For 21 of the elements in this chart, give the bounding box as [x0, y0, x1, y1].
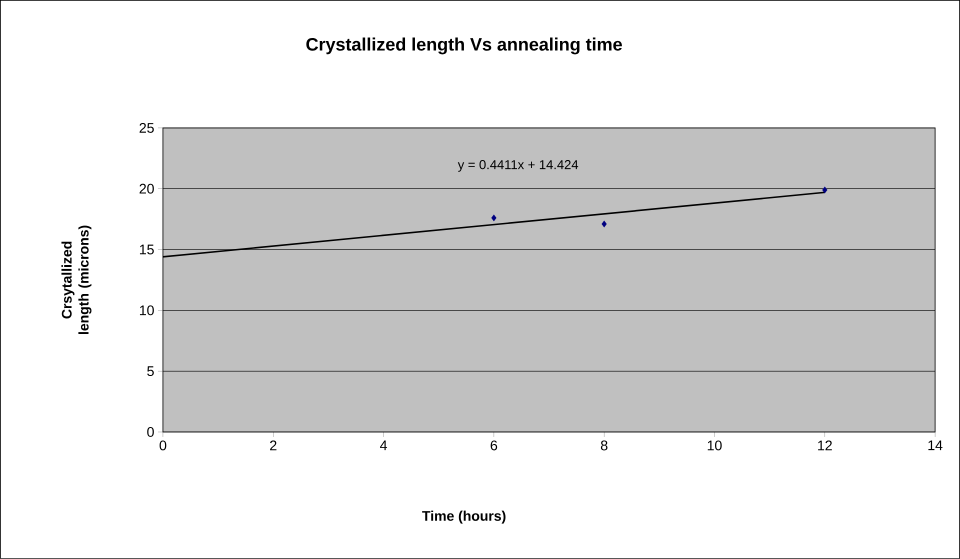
x-tick-label: 12 [818, 440, 832, 450]
point [602, 220, 607, 228]
y-tick-label: 0 [147, 427, 154, 437]
x-tick-label: 6 [490, 440, 498, 450]
y-axis-title: Crsytallized length (microns) [61, 226, 92, 334]
y-tick-label: 15 [140, 244, 154, 254]
x-tick-label: 4 [380, 440, 388, 450]
point [491, 214, 496, 222]
x-tick-label: 0 [160, 440, 166, 450]
point [822, 186, 828, 194]
y-tick-label: 5 [147, 366, 154, 376]
chart-title: Crystallized length Vs annealing time [306, 38, 622, 54]
y-tick-label: 25 [140, 123, 154, 133]
x-tick-label: 14 [928, 440, 942, 450]
x-axis-title: Time (hours) [422, 510, 506, 524]
y-tick-label: 20 [140, 184, 154, 194]
y-tick-label: 10 [140, 305, 154, 316]
x-tick-label: 10 [708, 440, 722, 450]
x-tick-label: 8 [600, 440, 608, 450]
x-tick-label: 2 [270, 440, 276, 450]
annotation: y = 0.4411x + 14.424 [458, 160, 578, 172]
